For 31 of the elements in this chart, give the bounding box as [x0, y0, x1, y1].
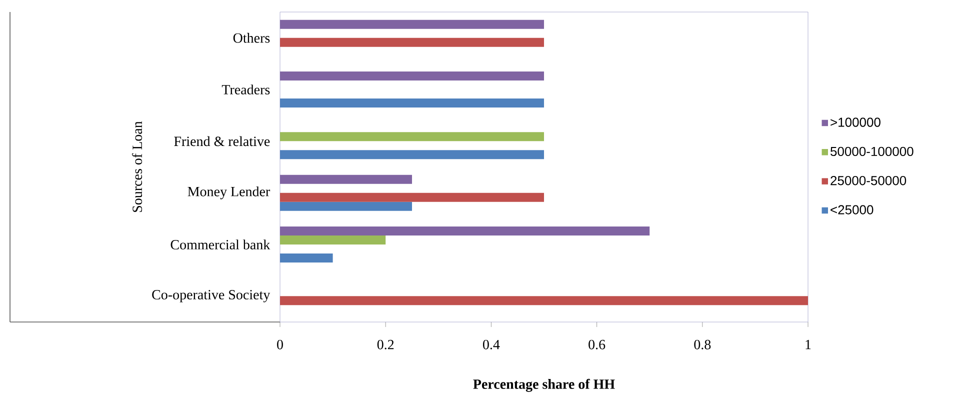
legend-label: 25000-50000 [830, 176, 906, 186]
y-tick-label: Others [233, 32, 270, 43]
y-tick-label: Friend & relative [174, 136, 270, 146]
bar [280, 20, 544, 29]
y-tick-label: Co-operative Society [152, 290, 270, 302]
x-axis-title: Percentage share of HH [473, 378, 615, 392]
legend-label: 50000-100000 [830, 146, 914, 156]
bar [280, 296, 808, 306]
y-tick-label: Treaders [222, 84, 270, 94]
bar [280, 38, 544, 47]
x-tick-label: 0 [277, 340, 283, 350]
bar [280, 72, 544, 80]
legend-label: >100000 [830, 118, 880, 127]
bar [280, 236, 386, 244]
bar [280, 150, 544, 160]
bar [280, 132, 544, 142]
bar [280, 202, 412, 211]
bar [280, 98, 544, 108]
x-tick-label: 0.6 [588, 340, 606, 350]
legend-label: <25000 [830, 205, 874, 214]
y-tick-label: Commercial bank [170, 240, 270, 250]
y-tick-label: Money Lender [188, 186, 270, 200]
bar [280, 192, 544, 202]
bar [280, 174, 412, 184]
bar [280, 254, 333, 262]
x-tick-label: 0.8 [694, 340, 711, 350]
x-tick-label: 0.2 [377, 340, 394, 350]
bar [280, 226, 650, 236]
x-tick-label: 0.4 [482, 340, 500, 350]
x-tick-label: 1 [806, 340, 811, 350]
y-axis-title: Sources of Loan [132, 121, 142, 212]
